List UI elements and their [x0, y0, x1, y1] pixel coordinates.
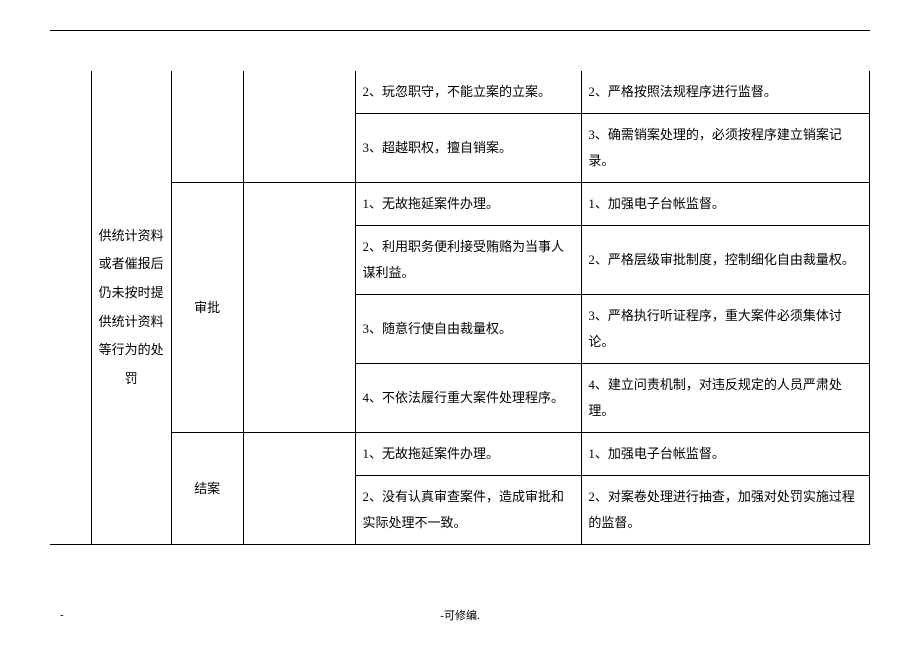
measure-cell: 3、确需销案处理的，必须按程序建立销案记录。 [582, 114, 870, 183]
risk-cell: 2、玩忽职守，不能立案的立案。 [356, 71, 582, 114]
measure-cell: 2、对案卷处理进行抽查，加强对处罚实施过程的监督。 [582, 476, 870, 545]
table-row: 结案 1、无故拖延案件办理。 1、加强电子台帐监督。 [50, 433, 870, 476]
risk-cell: 1、无故拖延案件办理。 [356, 183, 582, 226]
col2-stage3: 结案 [171, 433, 243, 545]
col3-stage2-blank [243, 183, 356, 433]
page-top-rule [50, 30, 870, 31]
col2-stage2: 审批 [171, 183, 243, 433]
risk-cell: 1、无故拖延案件办理。 [356, 433, 582, 476]
col1-category: 供统计资料或者催报后仍未按时提供统计资料等行为的处罚 [91, 71, 171, 545]
col3-stage1-blank [243, 71, 356, 183]
risk-cell: 4、不依法履行重大案件处理程序。 [356, 364, 582, 433]
measure-cell: 2、严格按照法规程序进行监督。 [582, 71, 870, 114]
table-row: 供统计资料或者催报后仍未按时提供统计资料等行为的处罚 2、玩忽职守，不能立案的立… [50, 71, 870, 114]
measure-cell: 4、建立问责机制，对违反规定的人员严肃处理。 [582, 364, 870, 433]
measure-cell: 1、加强电子台帐监督。 [582, 433, 870, 476]
page-footer: -可修编. [0, 607, 920, 623]
risk-cell: 3、超越职权，擅自销案。 [356, 114, 582, 183]
col2-stage1 [171, 71, 243, 183]
col0-blank [50, 71, 91, 545]
procedure-table: 供统计资料或者催报后仍未按时提供统计资料等行为的处罚 2、玩忽职守，不能立案的立… [50, 71, 870, 545]
col3-stage3-blank [243, 433, 356, 545]
table-row: 审批 1、无故拖延案件办理。 1、加强电子台帐监督。 [50, 183, 870, 226]
measure-cell: 1、加强电子台帐监督。 [582, 183, 870, 226]
risk-cell: 3、随意行使自由裁量权。 [356, 295, 582, 364]
measure-cell: 2、严格层级审批制度，控制细化自由裁量权。 [582, 226, 870, 295]
risk-cell: 2、利用职务便利接受贿赂为当事人谋利益。 [356, 226, 582, 295]
measure-cell: 3、严格执行听证程序，重大案件必须集体讨论。 [582, 295, 870, 364]
risk-cell: 2、没有认真审查案件，造成审批和实际处理不一致。 [356, 476, 582, 545]
